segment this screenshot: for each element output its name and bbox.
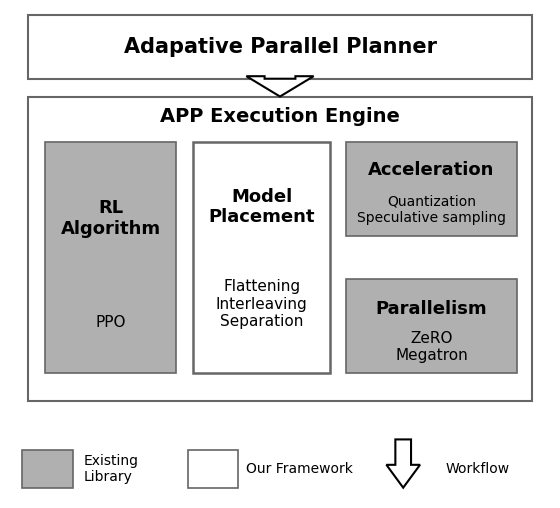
- Polygon shape: [386, 439, 420, 488]
- Text: Adapative Parallel Planner: Adapative Parallel Planner: [124, 37, 436, 57]
- Text: Existing
Library: Existing Library: [84, 454, 139, 484]
- FancyBboxPatch shape: [188, 450, 238, 488]
- FancyBboxPatch shape: [28, 15, 532, 79]
- Text: APP Execution Engine: APP Execution Engine: [160, 107, 400, 126]
- FancyBboxPatch shape: [28, 97, 532, 401]
- FancyBboxPatch shape: [22, 450, 73, 488]
- Text: Workflow: Workflow: [445, 462, 510, 476]
- Text: Acceleration: Acceleration: [368, 162, 494, 179]
- FancyBboxPatch shape: [193, 142, 330, 373]
- Text: Model
Placement: Model Placement: [208, 187, 315, 227]
- Text: RL
Algorithm: RL Algorithm: [60, 199, 161, 238]
- Text: ZeRO
Megatron: ZeRO Megatron: [395, 331, 468, 363]
- Text: PPO: PPO: [95, 315, 126, 330]
- Text: Parallelism: Parallelism: [376, 300, 487, 319]
- Text: Flattening
Interleaving
Separation: Flattening Interleaving Separation: [216, 279, 307, 329]
- FancyBboxPatch shape: [346, 279, 517, 373]
- Text: Quantization
Speculative sampling: Quantization Speculative sampling: [357, 195, 506, 225]
- FancyBboxPatch shape: [346, 142, 517, 236]
- Polygon shape: [246, 76, 314, 97]
- FancyBboxPatch shape: [45, 142, 176, 373]
- Text: Our Framework: Our Framework: [246, 462, 353, 476]
